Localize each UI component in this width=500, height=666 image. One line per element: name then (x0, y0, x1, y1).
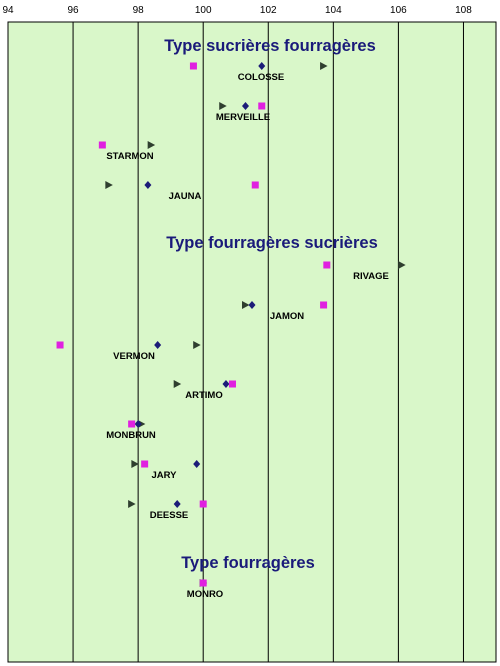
x-tick-label: 102 (260, 5, 277, 16)
variety-labels: COLOSSE MERVEILLE STARMON JAUNA RIVAGE JAMON V… (106, 72, 389, 600)
variety-label-merveille: MERVEILLE (216, 112, 270, 123)
variety-label-deesse: DEESSE (150, 510, 189, 521)
group-title: Type fourragères sucrières (166, 234, 378, 252)
triangle-marker (173, 380, 182, 388)
x-tick-label: 106 (390, 5, 407, 16)
square-marker (323, 261, 331, 269)
diamond-marker (248, 301, 256, 309)
variety-label-jary: JARY (152, 470, 178, 481)
x-tick-label: 104 (325, 5, 342, 16)
diamond-marker (134, 420, 142, 428)
variety-label-monbrun: MONBRUN (106, 430, 156, 441)
x-tick-label: 98 (133, 5, 145, 16)
variety-label-colosse: COLOSSE (238, 72, 284, 83)
triangle-marker (147, 141, 156, 149)
diamond-marker (173, 500, 181, 508)
variety-label-jamon: JAMON (270, 311, 304, 322)
x-tick-label: 100 (195, 5, 212, 16)
triangle-marker (398, 261, 406, 269)
variety-label-monro: MONRO (187, 589, 223, 600)
triangle-marker (241, 301, 250, 309)
triangle-marker (320, 62, 328, 70)
x-tick-label: 96 (68, 5, 80, 16)
square-marker (128, 420, 136, 428)
square-marker (199, 579, 207, 587)
square-marker (56, 341, 64, 349)
variety-label-jauna: JAUNA (169, 191, 202, 202)
group-title: Type fourragères (181, 554, 315, 572)
square-marker (258, 102, 266, 110)
triangle-marker (105, 181, 113, 189)
group-titles: Type sucrières fourragères Type fourragèr… (164, 37, 378, 572)
diamond-marker (258, 62, 266, 70)
x-axis-tick-labels: 94 96 98 100 102 104 106 108 (2, 5, 472, 16)
triangle-marker (219, 102, 227, 110)
variety-label-starmon: STARMON (106, 151, 153, 162)
data-markers (56, 62, 406, 587)
square-marker (189, 62, 197, 70)
x-tick-label: 108 (455, 5, 472, 16)
triangle-marker (193, 341, 201, 349)
triangle-marker (128, 500, 136, 508)
square-marker (228, 380, 236, 388)
diamond-marker (144, 181, 152, 189)
variety-label-artimo: ARTIMO (185, 390, 222, 401)
square-marker (199, 500, 207, 508)
square-marker (251, 181, 259, 189)
variety-label-rivage: RIVAGE (353, 271, 389, 282)
variety-label-vermon: VERMON (113, 351, 155, 362)
diamond-marker (222, 380, 230, 388)
group-title: Type sucrières fourragères (164, 37, 376, 55)
square-marker (320, 301, 328, 309)
gridlines (72, 22, 464, 662)
square-marker (98, 141, 106, 149)
plot-area (7, 21, 497, 663)
diamond-marker (241, 102, 249, 110)
x-tick-label: 94 (2, 5, 14, 16)
diamond-marker (193, 460, 201, 468)
diamond-marker (154, 341, 162, 349)
triangle-marker (131, 460, 139, 468)
square-marker (141, 460, 149, 468)
